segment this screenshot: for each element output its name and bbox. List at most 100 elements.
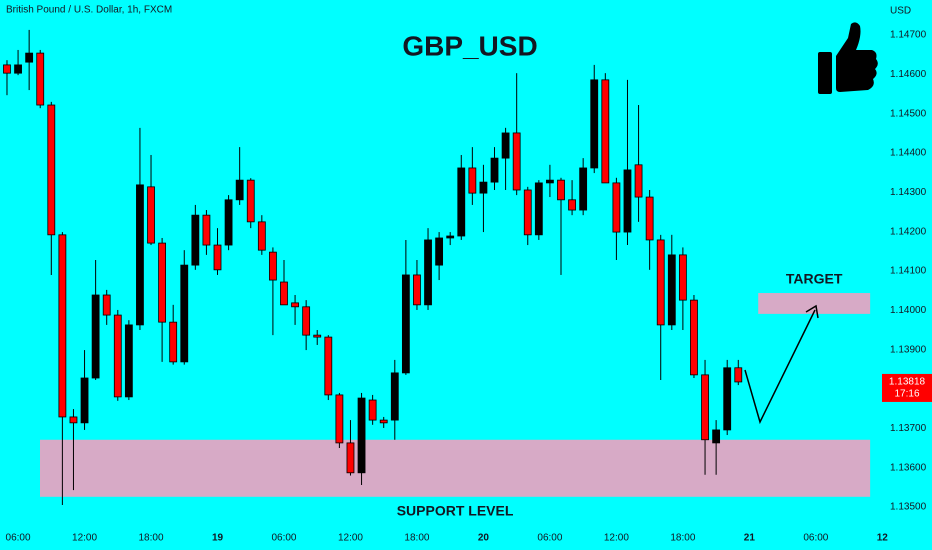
candle-body	[291, 302, 299, 308]
candle-body	[191, 214, 200, 266]
zone	[40, 439, 871, 497]
candle-body	[645, 196, 654, 241]
candle-body	[235, 179, 244, 201]
candle-body	[368, 399, 377, 421]
candles	[3, 29, 743, 506]
chart-header: British Pound / U.S. Dollar, 1h, FXCM	[6, 5, 172, 16]
x-tick-label: 21	[744, 533, 756, 544]
candle-body	[257, 221, 266, 251]
candle-body	[435, 237, 444, 266]
candle-body	[180, 264, 189, 363]
candle-body	[246, 179, 255, 223]
x-tick-label: 06:00	[803, 533, 828, 544]
candle-body	[557, 179, 565, 201]
candle-body	[479, 181, 488, 194]
candle-body	[667, 254, 676, 326]
y-tick-label: 1.14600	[890, 69, 927, 80]
candle-body	[102, 294, 111, 316]
x-tick-label: 20	[478, 533, 490, 544]
candle-body	[446, 235, 455, 239]
x-tick-label: 18:00	[670, 533, 695, 544]
candle-body	[335, 394, 344, 444]
x-tick-label: 12:00	[604, 533, 629, 544]
last-price-label: 1.13818	[889, 377, 926, 388]
x-tick-label: 12:00	[72, 533, 97, 544]
candle-body	[14, 64, 22, 74]
candle-body	[169, 321, 178, 363]
candle-body	[490, 157, 499, 183]
candle-body	[379, 419, 388, 424]
candle-body	[136, 184, 144, 326]
thumbs-up-icon	[818, 22, 878, 94]
candle-body	[213, 244, 222, 271]
candle-body	[346, 442, 355, 474]
x-tick-label: 06:00	[271, 533, 296, 544]
x-tick-label: 12:00	[338, 533, 363, 544]
y-tick-label: 1.14400	[890, 148, 927, 159]
candle-body	[3, 64, 11, 74]
candle-body	[401, 274, 410, 374]
candle-body	[413, 274, 421, 306]
x-tick-label: 06:00	[6, 533, 31, 544]
y-tick-label: 1.14300	[890, 187, 927, 198]
candle-body	[678, 254, 687, 301]
candle-body	[523, 189, 532, 236]
candle-body	[723, 367, 732, 431]
y-tick-label: 1.13700	[890, 423, 927, 434]
y-tick-label: 1.14500	[890, 108, 927, 119]
candle-body	[390, 372, 399, 421]
y-tick-label: 1.14100	[890, 266, 927, 277]
candle-body	[202, 214, 211, 246]
zone-label: TARGET	[786, 271, 843, 287]
candle-body	[601, 79, 610, 184]
candle-body	[579, 167, 588, 211]
zones	[40, 293, 871, 497]
candle-body	[534, 182, 543, 236]
candle-body	[269, 251, 277, 281]
candle-body	[47, 104, 56, 236]
candle-body	[512, 132, 521, 191]
candle-body	[224, 199, 233, 246]
candle-body	[656, 239, 665, 326]
x-tick-label: 06:00	[537, 533, 562, 544]
candle-body	[302, 306, 311, 336]
candle-body	[734, 367, 743, 383]
candle-body	[501, 132, 510, 159]
candle-body	[158, 242, 167, 323]
y-tick-label: 1.13900	[890, 344, 927, 355]
candle-body	[546, 179, 554, 184]
candle-body	[457, 167, 466, 237]
projection-arrow	[744, 309, 816, 425]
candle-body	[690, 299, 698, 376]
zone-label: SUPPORT LEVEL	[397, 502, 514, 518]
candle-body	[324, 336, 333, 396]
candle-body	[623, 169, 632, 233]
candle-body	[701, 374, 709, 441]
candle-body	[113, 314, 122, 398]
y-tick-label: 1.14000	[890, 305, 927, 316]
candle-body	[80, 377, 89, 424]
y-tick-label: 1.13500	[890, 502, 927, 513]
y-tick-label: 1.14200	[890, 226, 927, 237]
zone	[758, 293, 871, 314]
x-tick-label: 18:00	[404, 533, 429, 544]
candle-body	[712, 429, 721, 444]
candle-body	[69, 416, 78, 424]
candle-body	[147, 186, 155, 244]
candle-body	[357, 397, 366, 474]
candle-body	[58, 234, 67, 418]
candle-body	[36, 52, 45, 106]
y-tick-label: 1.14700	[890, 30, 927, 41]
candle-body	[634, 164, 643, 198]
y-axis-label: USD	[890, 6, 911, 17]
arrow-head	[805, 304, 819, 319]
candle-body	[468, 167, 477, 194]
candle-body	[612, 182, 621, 233]
x-tick-label: 19	[212, 533, 224, 544]
chart-title: GBP_USD	[402, 30, 537, 61]
y-tick-label: 1.13600	[890, 462, 927, 473]
last-price-tag	[882, 373, 932, 402]
candle-body	[313, 334, 322, 338]
